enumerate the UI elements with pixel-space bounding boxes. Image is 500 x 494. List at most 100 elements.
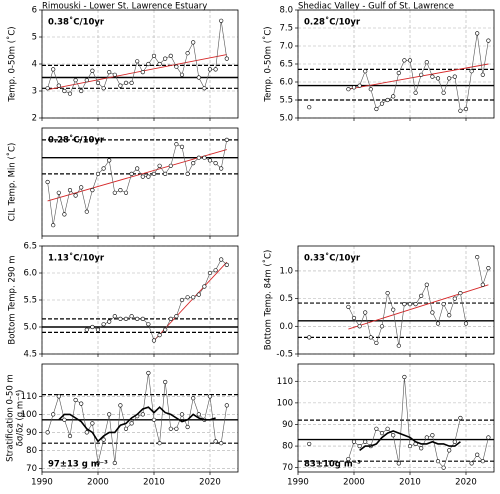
data-point [357, 324, 362, 329]
data-point [346, 304, 351, 310]
data-point [307, 441, 312, 447]
data-point [107, 319, 112, 324]
data-point [168, 53, 173, 59]
data-point [475, 31, 480, 36]
data-point [51, 223, 56, 228]
data-point [84, 327, 89, 332]
data-point [452, 296, 457, 301]
y-axis-label: Bottom Temp. 84m (˚C) [263, 250, 274, 351]
data-point [379, 101, 385, 106]
running-mean-line [58, 406, 216, 443]
data-point [469, 461, 474, 466]
data-point [191, 161, 196, 166]
data-point [407, 58, 413, 63]
data-point [95, 80, 101, 85]
plot-area [298, 31, 494, 113]
data-point [112, 190, 117, 195]
y-tick-label: 5.5 [279, 96, 293, 106]
data-point [391, 307, 396, 312]
data-point [447, 76, 452, 81]
data-point [307, 105, 312, 110]
data-point [107, 412, 112, 417]
data-point [385, 290, 390, 296]
data-line [348, 257, 489, 346]
data-point [396, 461, 401, 466]
annotation: 0.33˚C/10yr [304, 253, 361, 264]
plot-area [298, 254, 494, 348]
data-point [84, 78, 89, 83]
data-point [385, 97, 390, 103]
annotation: 97±13 g m⁻³ [48, 460, 108, 470]
data-point [112, 72, 117, 77]
y-tick-label: 80 [282, 442, 293, 452]
data-point [135, 59, 140, 64]
y-tick-label: 2 [32, 114, 37, 124]
data-point [346, 87, 351, 92]
data-point [90, 324, 95, 330]
data-point [129, 421, 134, 426]
data-point [374, 106, 379, 112]
panel: 4.5 5.0 5.5 6.0 6.5 Bottom Temp. 290 m 1.13˚C/… [8, 242, 239, 360]
data-line [47, 139, 228, 226]
data-point [413, 302, 418, 307]
data-point [45, 179, 50, 185]
data-point [157, 163, 162, 168]
x-tick-label: 2010 [399, 478, 421, 488]
data-point [379, 324, 385, 329]
data-point [157, 441, 162, 446]
data-point [480, 282, 485, 287]
data-point [402, 302, 407, 307]
data-point [123, 190, 129, 195]
data-point [112, 460, 117, 466]
y-tick-label: 4.5 [23, 350, 37, 360]
y-tick-label: 80 [26, 446, 37, 456]
y-tick-label: 7.5 [279, 24, 293, 34]
data-point [219, 441, 224, 446]
data-point [56, 83, 61, 88]
data-point [146, 174, 151, 179]
data-point [123, 426, 129, 431]
data-point [67, 188, 73, 193]
data-point [469, 69, 474, 74]
data-point [129, 80, 134, 85]
data-point [67, 91, 73, 96]
data-point [447, 448, 452, 453]
data-point [424, 282, 429, 287]
data-point [407, 302, 413, 307]
data-line [348, 376, 489, 469]
data-line [348, 33, 489, 112]
data-point [118, 83, 123, 88]
data-point [441, 90, 446, 95]
data-point [95, 327, 101, 332]
data-point [45, 86, 50, 91]
data-line [47, 20, 228, 95]
data-point [452, 74, 457, 79]
data-point [129, 171, 134, 176]
data-point [374, 426, 379, 431]
y-tick-label: 5.5 [23, 296, 37, 306]
annotation: 0.28˚C/10yr [304, 17, 361, 28]
annotation: 1.13˚C/10yr [48, 253, 105, 264]
data-point [191, 396, 196, 401]
y-tick-label: 110 [21, 392, 37, 402]
data-point [419, 72, 424, 77]
panel: CIL Temp. Min (˚C) 0.28˚C/10yr [7, 127, 239, 239]
data-point [118, 188, 123, 193]
data-point [163, 327, 168, 332]
data-point [51, 67, 56, 72]
panel: Shediac Valley - Gulf of St. Lawrence 5.0… [263, 2, 495, 124]
data-point [185, 424, 190, 430]
data-point [56, 394, 61, 399]
y-tick-label: 6.5 [279, 60, 293, 70]
data-point [441, 465, 446, 470]
data-point [62, 212, 67, 217]
data-point [79, 401, 84, 406]
data-point [213, 161, 218, 166]
data-point [146, 61, 151, 67]
y-tick-label: -0.5 [276, 350, 293, 360]
data-point [463, 321, 469, 326]
data-point [196, 412, 201, 417]
data-point [224, 56, 229, 61]
data-point [179, 297, 185, 303]
data-point [84, 209, 89, 214]
